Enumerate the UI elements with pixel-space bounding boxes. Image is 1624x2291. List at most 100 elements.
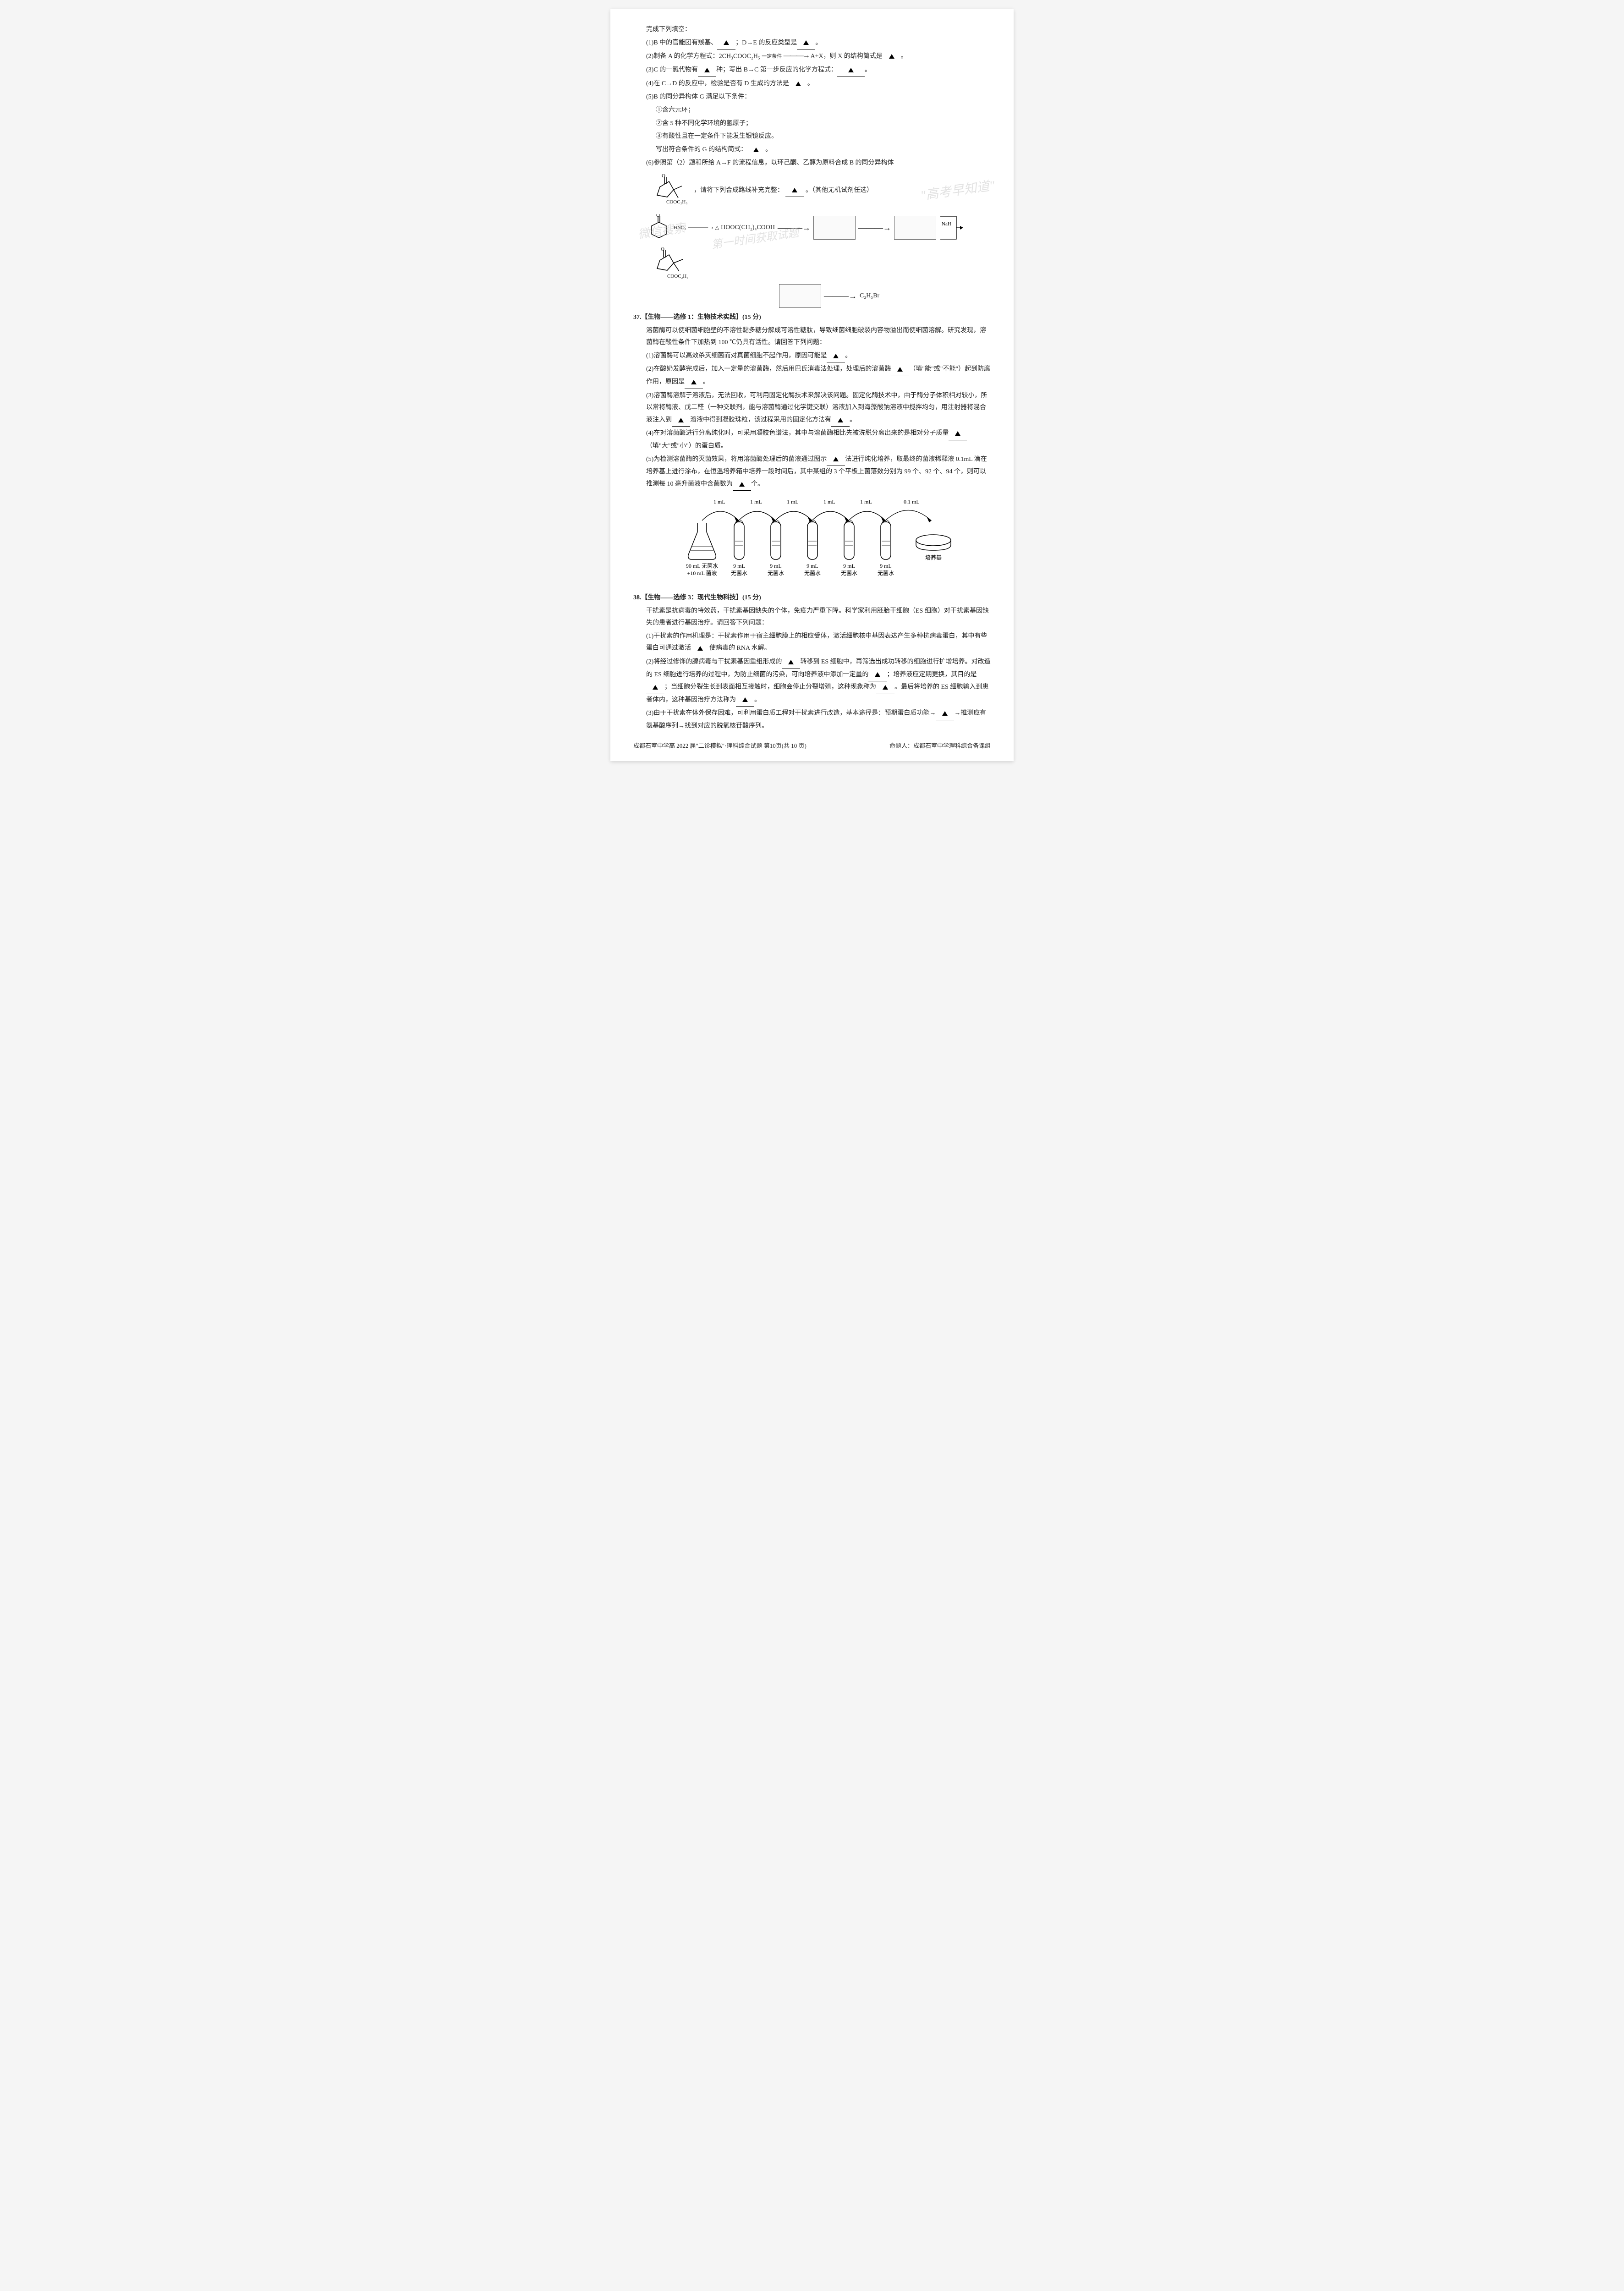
blank — [789, 78, 807, 91]
synthesis-route: O HNO₃ ———→ △ HOOC(CH₂)₄COOH ———→ ———→ N… — [646, 212, 991, 308]
triangle-icon — [704, 68, 710, 72]
text: (1)溶菌酶可以高效杀灭细菌而对真菌细胞不起作用，原因可能是 — [646, 352, 827, 359]
q38-intro: 干扰素是抗病毒的特效药，干扰素基因缺失的个体，免疫力严重下降。科学家利用胚胎干细… — [633, 605, 991, 630]
q2: (2)制备 A 的化学方程式：2CH₃COOC₂H₅ 一定条件 ———→ A+X… — [633, 50, 991, 63]
blank — [672, 414, 690, 427]
q38-title: 38.【生物——选修 3：现代生物科技】(15 分) — [633, 592, 991, 604]
blank — [797, 37, 815, 50]
blank — [747, 144, 765, 157]
target-structure-icon: O COOC₂H₅ — [646, 173, 692, 208]
q1-text-b: ；D→E 的反应类型是 — [735, 39, 797, 46]
text: 。 — [850, 417, 856, 423]
blank — [837, 64, 865, 77]
svg-text:1 mL: 1 mL — [860, 499, 872, 505]
text: 。 — [703, 378, 709, 385]
triangle-icon — [875, 672, 880, 677]
blank — [733, 478, 751, 491]
text: (2)将经过修饰的腺病毒与干扰素基因重组形成的 — [646, 658, 782, 665]
svg-text:9 mL: 9 mL — [807, 563, 818, 569]
triangle-icon — [833, 457, 839, 461]
blank — [949, 428, 967, 440]
svg-text:O: O — [661, 247, 664, 252]
intermediate-1: HOOC(CH₂)₄COOH — [721, 222, 775, 234]
text: 使病毒的 RNA 水解。 — [709, 645, 771, 652]
q6-struct-row: O COOC₂H₅ ，请将下列合成路线补充完整：。（其他无机试剂任选） — [646, 173, 991, 208]
q37-title: 37.【生物——选修 1：生物技术实践】(15 分) — [633, 312, 991, 324]
svg-text:COOC₂H₅: COOC₂H₅ — [667, 274, 688, 279]
blank — [691, 642, 709, 655]
triangle-icon — [788, 660, 794, 664]
blank — [785, 184, 804, 197]
q3-text-a: (3)C 的一氯代物有 — [646, 66, 698, 73]
blank — [685, 376, 703, 389]
footer-left: 成都石室中学高 2022 届"二诊模拟"·理科综合试题 第10页(共 10 页) — [633, 740, 807, 752]
arrow-label-top: HNO₃ — [674, 225, 686, 230]
svg-text:1 mL: 1 mL — [787, 499, 799, 505]
exam-page: "高考早知道" 微信搜索 第一时间获取试题 完成下列填空： (1)B 中的官能团… — [610, 9, 1014, 761]
q5-c2: ②含 5 种不同化学环境的氢原子； — [633, 118, 991, 130]
svg-text:无菌水: 无菌水 — [768, 570, 784, 576]
svg-text:COOC₂H₅: COOC₂H₅ — [666, 199, 687, 205]
triangle-icon — [803, 40, 809, 45]
q38-s3: (3)由于干扰素在体外保存困难，可利用蛋白质工程对干扰素进行改造，基本途径是：预… — [633, 707, 991, 732]
blank — [782, 656, 800, 669]
empty-box-2 — [894, 216, 936, 240]
reaction-arrow: HNO₃ ———→ △ — [674, 222, 719, 234]
q37-s1: (1)溶菌酶可以高效杀灭细菌而对真菌细胞不起作用，原因可能是。 — [633, 350, 991, 363]
merge-arrow-icon: NaH — [938, 212, 966, 244]
triangle-icon — [883, 685, 888, 690]
q5-c1: ①含六元环； — [633, 104, 991, 117]
blank — [736, 694, 754, 707]
q6-mid: ，请将下列合成路线补充完整： — [694, 185, 784, 197]
q1: (1)B 中的官能团有羰基、；D→E 的反应类型是。 — [633, 37, 991, 50]
text: 溶液中得到凝胶珠粒，该过程采用的固定化方法有 — [690, 417, 831, 423]
q37-s3: (3)溶菌酶溶解于溶液后，无法回收，可利用固定化酶技术来解决该问题。固定化酶技术… — [633, 390, 991, 427]
serial-dilution-diagram: 1 mL 1 mL 1 mL 1 mL 1 mL 0.1 mL — [633, 495, 991, 587]
triangle-icon — [833, 354, 839, 358]
svg-text:9 mL: 9 mL — [880, 563, 892, 569]
triangle-icon — [792, 188, 797, 192]
blank — [891, 363, 909, 376]
triangle-icon — [897, 367, 903, 372]
q6-head: (6)参照第（2）题和所给 A→F 的流程信息，以环己酮、乙醇为原料合成 B 的… — [633, 157, 991, 170]
arrow-icon: ———→ — [688, 223, 713, 231]
text: （填"大"或"小"）的蛋白质。 — [646, 443, 727, 449]
q2-text-a: (2)制备 A 的化学方程式：2CH₃COOC₂H₅ — [646, 53, 760, 60]
blank — [827, 454, 845, 466]
text: ；当细胞分裂生长到表面相互接触时，细胞会停止分裂增殖，这种现象称为 — [664, 684, 876, 691]
triangle-icon — [796, 82, 801, 86]
text: ；培养液应定期更换，其目的是 — [887, 671, 977, 678]
empty-box-3 — [779, 284, 821, 308]
triangle-icon — [691, 380, 697, 384]
text: (2)在酸奶发酵完成后，加入一定量的溶菌酶，然后用巴氏消毒法处理，处理后的溶菌酶 — [646, 366, 891, 373]
svg-text:无菌水: 无菌水 — [804, 570, 821, 576]
triangle-icon — [678, 418, 684, 422]
svg-text:无菌水: 无菌水 — [878, 570, 894, 576]
blank — [868, 669, 887, 682]
q4-text-b: 。 — [807, 80, 814, 87]
text: (3)由于干扰素在体外保存困难，可利用蛋白质工程对干扰素进行改造，基本途径是：预… — [646, 710, 936, 717]
blank — [831, 414, 850, 427]
svg-text:无菌水: 无菌水 — [841, 570, 857, 576]
blank — [717, 37, 735, 50]
triangle-icon — [753, 148, 759, 152]
svg-text:0.1 mL: 0.1 mL — [904, 499, 920, 505]
empty-box-1 — [813, 216, 856, 240]
svg-text:9 mL: 9 mL — [733, 563, 745, 569]
blank — [646, 681, 664, 694]
reaction-arrow: 一定条件 ———→ — [762, 50, 809, 63]
svg-text:90 mL 无菌水: 90 mL 无菌水 — [686, 563, 718, 569]
svg-text:1 mL: 1 mL — [713, 499, 725, 505]
svg-text:+10 mL 菌液: +10 mL 菌液 — [687, 570, 717, 576]
text: 个。 — [751, 481, 764, 488]
q5-tail: 写出符合条件的 G 的结构简式：。 — [633, 144, 991, 157]
cyclohexanone-icon: O — [646, 214, 672, 241]
blank — [876, 681, 894, 694]
arrow-icon: ———→ — [857, 220, 892, 236]
svg-text:无菌水: 无菌水 — [731, 570, 747, 576]
triangle-icon — [889, 54, 894, 59]
footer-right: 命题人：成都石室中学理科综合备课组 — [889, 740, 991, 752]
triangle-icon — [838, 418, 843, 422]
q5-head: (5)B 的同分异构体 G 满足以下条件： — [633, 91, 991, 104]
svg-text:9 mL: 9 mL — [843, 563, 855, 569]
